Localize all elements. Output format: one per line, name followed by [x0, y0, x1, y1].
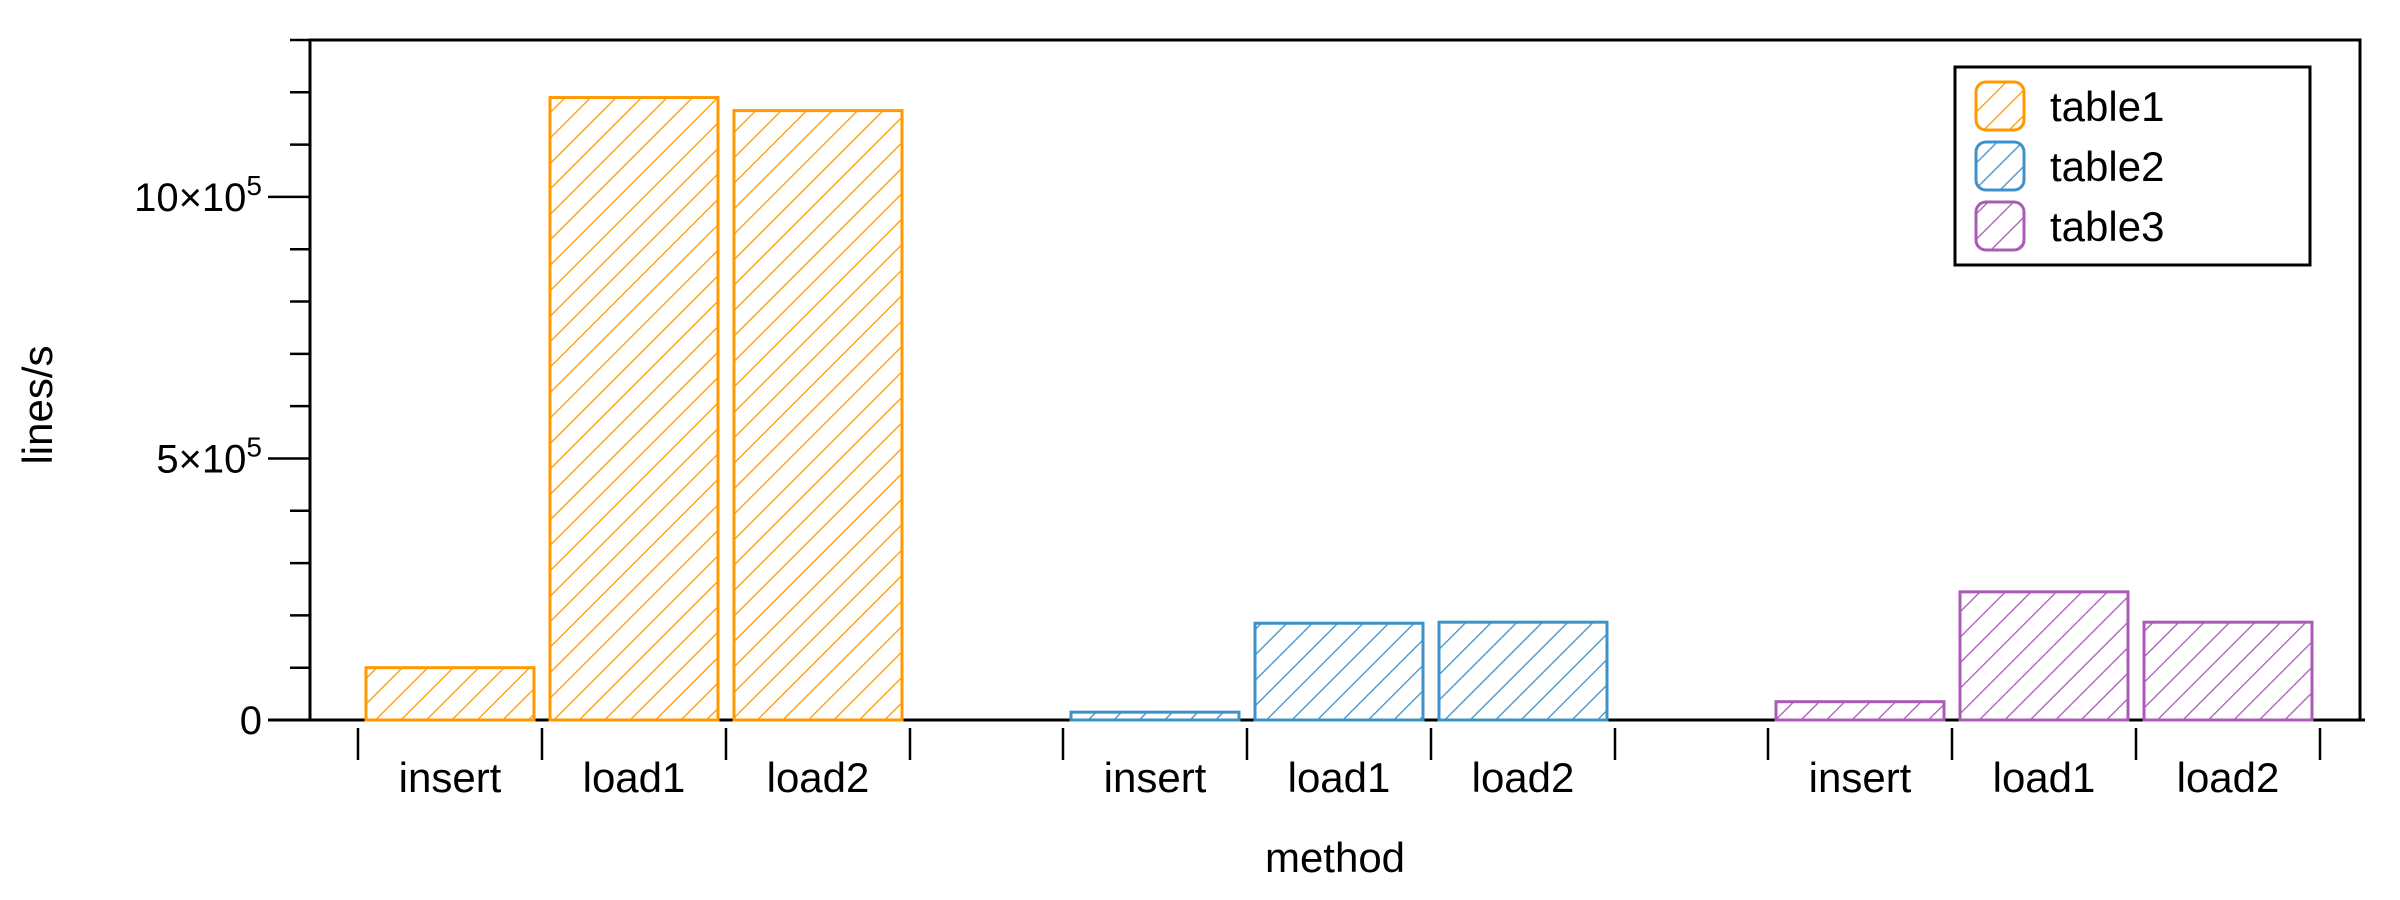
- category-label: load1: [1993, 754, 2096, 801]
- y-tick-label: 5×105: [156, 431, 262, 481]
- category-label: insert: [1104, 754, 1207, 801]
- bar-table2-insert: [1069, 710, 1241, 722]
- legend-label: table3: [2050, 203, 2164, 250]
- legend: table1 table2 table3: [1953, 65, 2312, 267]
- category-label: insert: [399, 754, 502, 801]
- bar-table1-load1: [548, 96, 720, 722]
- y-tick-label: 0: [240, 699, 262, 743]
- y-axis-label: lines/s: [14, 345, 61, 464]
- bar-table1-insert: [364, 666, 536, 722]
- category-label: load1: [1288, 754, 1391, 801]
- bar-table2-load1: [1253, 621, 1425, 722]
- legend-swatch-table1: [1974, 80, 2026, 132]
- legend-label: table1: [2050, 83, 2164, 130]
- legend-label: table2: [2050, 143, 2164, 190]
- x-axis-label: method: [1265, 834, 1405, 881]
- y-axis: 0 5×105 10×105: [134, 38, 310, 743]
- category-label: load1: [583, 754, 686, 801]
- category-label: insert: [1809, 754, 1912, 801]
- bar-table3-load2: [2142, 620, 2314, 722]
- bar-table1-load2: [732, 109, 904, 722]
- bar-panels: insert load1 load2 insert load1 load2 insert lo…: [268, 96, 2365, 801]
- y-tick-label: 10×105: [134, 170, 262, 220]
- bar-table3-load1: [1958, 590, 2130, 722]
- category-label: load2: [2177, 754, 2280, 801]
- bar-table3-insert: [1774, 700, 1946, 722]
- category-label: load2: [767, 754, 870, 801]
- panel-table2: insert load1 load2: [973, 620, 1660, 801]
- category-label: load2: [1472, 754, 1575, 801]
- panel-table1: insert load1 load2: [268, 96, 955, 801]
- bar-table2-load2: [1437, 620, 1609, 722]
- legend-swatch-table3: [1974, 200, 2026, 252]
- panel-table3: insert load1 load2: [1678, 590, 2365, 801]
- legend-swatch-table2: [1974, 140, 2026, 192]
